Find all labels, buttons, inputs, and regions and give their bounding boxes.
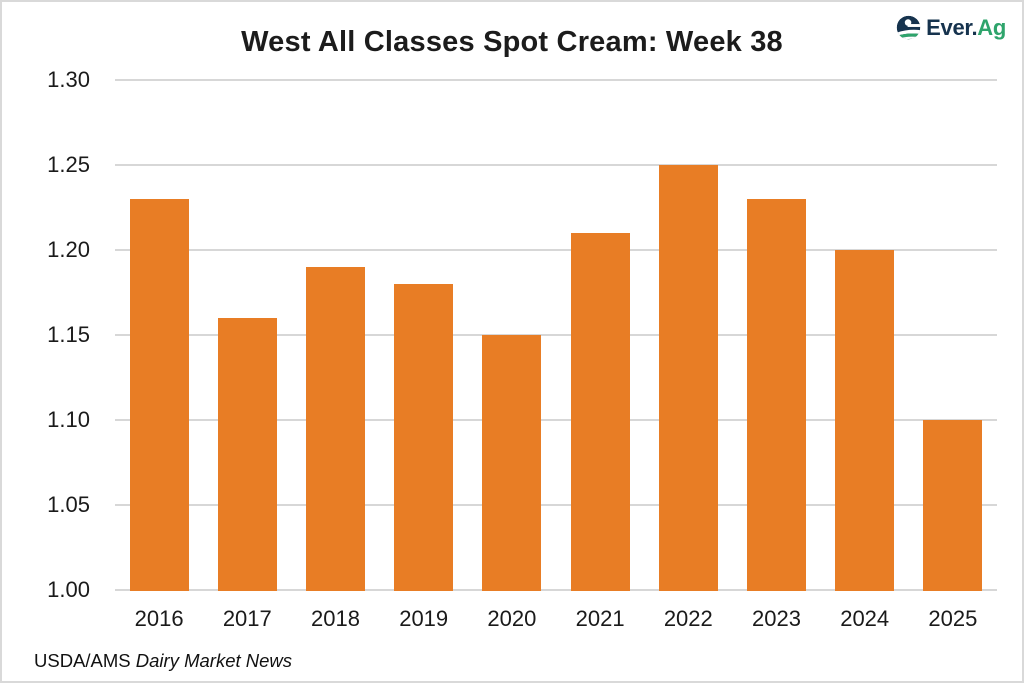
x-axis-tick-label: 2017 bbox=[222, 606, 272, 631]
source-note: USDA/AMS Dairy Market News bbox=[34, 650, 292, 672]
gridline bbox=[115, 589, 997, 591]
gridline bbox=[115, 419, 997, 421]
gridline bbox=[115, 334, 997, 336]
bar-2017 bbox=[217, 318, 277, 591]
y-axis-tick-label: 1.15 bbox=[47, 322, 90, 347]
everag-logo: Ever.Ag bbox=[894, 13, 1006, 42]
x-axis-tick-label: 2016 bbox=[134, 606, 184, 631]
gridline bbox=[115, 504, 997, 506]
gridline bbox=[115, 79, 997, 81]
x-axis-tick-label: 2022 bbox=[663, 606, 713, 631]
x-axis-tick-label: 2023 bbox=[752, 606, 801, 631]
y-axis-tick-label: 1.20 bbox=[47, 237, 90, 262]
bar-2020 bbox=[482, 335, 542, 591]
source-prefix: USDA/AMS bbox=[34, 650, 136, 671]
x-axis-tick-label: 2021 bbox=[575, 606, 625, 631]
x-axis-tick-label: 2019 bbox=[399, 606, 449, 631]
y-axis-tick-label: 1.10 bbox=[47, 407, 90, 432]
bar-2021 bbox=[570, 233, 630, 591]
y-axis-tick-label: 1.05 bbox=[47, 492, 90, 517]
y-axis-tick-label: 1.30 bbox=[47, 67, 90, 92]
bar-2025 bbox=[923, 420, 983, 591]
source-name: Dairy Market News bbox=[135, 650, 293, 671]
everag-logo-text: Ever.Ag bbox=[926, 14, 1006, 40]
gridline bbox=[115, 249, 997, 251]
gridline bbox=[115, 164, 997, 166]
x-axis-tick-label: 2018 bbox=[311, 606, 360, 631]
chart-title: West All Classes Spot Cream: Week 38 bbox=[241, 26, 783, 58]
bar-2023 bbox=[747, 199, 806, 591]
bar-2019 bbox=[394, 284, 454, 591]
bar-2016 bbox=[129, 199, 189, 591]
bar-2024 bbox=[835, 250, 895, 591]
bar-2022 bbox=[658, 165, 718, 591]
y-axis-tick-label: 1.00 bbox=[47, 577, 90, 602]
y-axis-tick-label: 1.25 bbox=[47, 152, 90, 177]
x-axis-tick-label: 2025 bbox=[928, 606, 978, 631]
bar-2018 bbox=[306, 267, 365, 591]
x-axis-tick-label: 2024 bbox=[840, 606, 890, 631]
everag-logo-icon bbox=[896, 15, 921, 40]
x-axis-tick-label: 2020 bbox=[487, 606, 537, 631]
